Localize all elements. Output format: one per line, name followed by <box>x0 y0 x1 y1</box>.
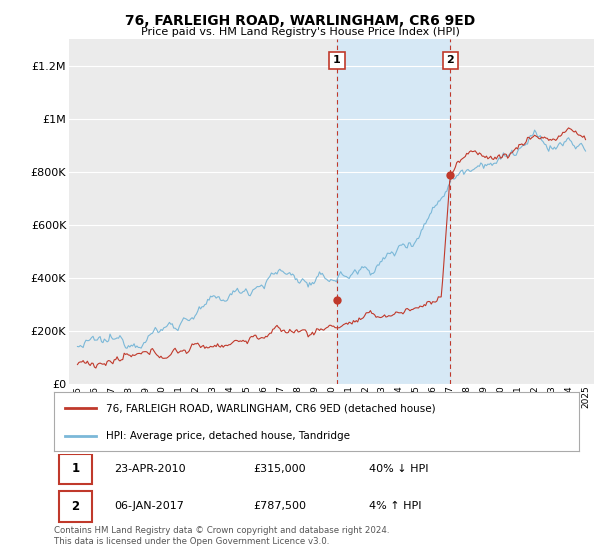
Bar <box>337 39 451 384</box>
FancyBboxPatch shape <box>59 491 92 521</box>
Text: £787,500: £787,500 <box>254 501 307 511</box>
Text: 23-APR-2010: 23-APR-2010 <box>115 464 186 474</box>
Text: 4% ↑ HPI: 4% ↑ HPI <box>369 501 421 511</box>
Text: 2: 2 <box>446 55 454 66</box>
Text: £315,000: £315,000 <box>254 464 306 474</box>
Text: 06-JAN-2017: 06-JAN-2017 <box>115 501 184 511</box>
FancyBboxPatch shape <box>59 454 92 484</box>
Text: 76, FARLEIGH ROAD, WARLINGHAM, CR6 9ED (detached house): 76, FARLEIGH ROAD, WARLINGHAM, CR6 9ED (… <box>107 403 436 413</box>
Text: 1: 1 <box>71 463 80 475</box>
Text: 76, FARLEIGH ROAD, WARLINGHAM, CR6 9ED: 76, FARLEIGH ROAD, WARLINGHAM, CR6 9ED <box>125 14 475 28</box>
Text: Price paid vs. HM Land Registry's House Price Index (HPI): Price paid vs. HM Land Registry's House … <box>140 27 460 37</box>
Text: 2: 2 <box>71 500 80 512</box>
Text: 40% ↓ HPI: 40% ↓ HPI <box>369 464 428 474</box>
Text: HPI: Average price, detached house, Tandridge: HPI: Average price, detached house, Tand… <box>107 431 350 441</box>
Text: Contains HM Land Registry data © Crown copyright and database right 2024.
This d: Contains HM Land Registry data © Crown c… <box>54 526 389 546</box>
Text: 1: 1 <box>333 55 341 66</box>
